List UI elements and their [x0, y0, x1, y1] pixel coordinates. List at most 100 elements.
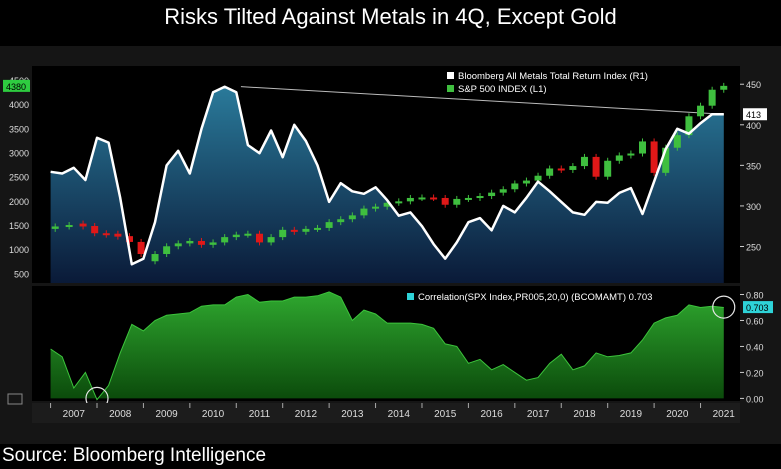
- spx-candle: [114, 233, 122, 237]
- spx-candle: [186, 240, 194, 244]
- right-axis-current-label: 413: [746, 110, 761, 120]
- chart-canvas: 5001000150020002500300035004000450043802…: [0, 46, 781, 444]
- spx-candle: [360, 208, 368, 216]
- spx-candle: [464, 197, 472, 200]
- spx-candle: [476, 196, 484, 199]
- corr-axis-tick-label: 0.60: [746, 316, 764, 326]
- spx-candle: [79, 223, 87, 227]
- legend-label: Bloomberg All Metals Total Return Index …: [458, 71, 648, 82]
- corr-axis-tick-label: 0.20: [746, 368, 764, 378]
- x-axis-tick-label: 2013: [341, 409, 364, 420]
- left-axis-tick-label: 500: [14, 269, 29, 279]
- right-axis-tick-label: 400: [746, 121, 761, 131]
- spx-candle: [592, 156, 600, 177]
- spx-candle: [395, 201, 403, 204]
- highlight-circle: [712, 295, 736, 319]
- x-axis-tick-label: 2015: [434, 409, 457, 420]
- spx-candle: [163, 246, 171, 255]
- x-axis-tick-label: 2021: [713, 409, 736, 420]
- corr-axis-tick-label: 0.00: [746, 394, 764, 404]
- spx-candle: [197, 240, 205, 245]
- x-axis-band: [32, 403, 740, 423]
- spx-candle: [546, 168, 554, 176]
- x-axis-tick-label: 2007: [63, 409, 86, 420]
- spx-candle: [708, 89, 716, 106]
- spx-candle: [221, 237, 229, 243]
- spx-candle: [522, 180, 530, 184]
- spx-candle: [580, 156, 588, 167]
- axes: 5001000150020002500300035004000450043802…: [3, 76, 773, 423]
- corr-axis-tick-label: 0.80: [746, 290, 764, 300]
- spx-candle: [348, 215, 356, 220]
- left-axis-tick-label: 4000: [9, 100, 29, 110]
- corr-axis-tick-label: 0.40: [746, 342, 764, 352]
- spx-candle: [662, 147, 670, 173]
- spx-candle: [209, 242, 217, 245]
- spx-candle: [290, 229, 298, 232]
- spx-candle: [406, 197, 414, 202]
- spx-candle: [337, 219, 345, 223]
- metals-line: [50, 85, 724, 266]
- spx-candle: [102, 233, 110, 236]
- right-axis-tick-label: 300: [746, 202, 761, 212]
- spx-candle: [232, 234, 240, 238]
- metals-area: [50, 86, 724, 283]
- spx-candle: [314, 227, 322, 230]
- correlation-area: [50, 291, 724, 400]
- correlation-panel: [50, 291, 736, 411]
- spx-candle: [151, 254, 159, 262]
- spx-candle: [302, 228, 310, 232]
- spx-candle: [557, 168, 565, 171]
- legend-swatch: [447, 85, 454, 92]
- spx-candle: [174, 243, 182, 247]
- right-axis-current-badge: [743, 108, 767, 121]
- spx-candle: [325, 222, 333, 228]
- spx-candle: [51, 226, 59, 229]
- corr-axis-current-label: 0.703: [746, 303, 769, 313]
- expand-icon: [7, 393, 23, 405]
- x-axis-tick-label: 2011: [249, 409, 271, 420]
- spx-candle: [604, 160, 612, 177]
- corr-legend-swatch: [407, 293, 414, 300]
- left-axis-tick-label: 1000: [9, 245, 29, 255]
- spx-candle: [372, 206, 380, 209]
- right-axis-tick-label: 350: [746, 161, 761, 171]
- spx-candle: [453, 198, 461, 205]
- x-axis-tick-label: 2017: [527, 409, 550, 420]
- chart-title: Risks Tilted Against Metals in 4Q, Excep…: [0, 0, 781, 44]
- corr-legend-label: Correlation(SPX Index,PR005,20,0) (BCOMA…: [418, 292, 652, 303]
- spx-candle: [720, 85, 728, 90]
- spx-candle: [137, 241, 145, 255]
- correlation-line: [50, 291, 724, 401]
- x-axis-tick-label: 2019: [620, 409, 643, 420]
- spx-candle: [255, 233, 263, 243]
- x-axis-tick-label: 2008: [109, 409, 132, 420]
- source-note: Source: Bloomberg Intelligence: [2, 445, 267, 466]
- x-axis-tick-label: 2009: [156, 409, 179, 420]
- x-axis-tick-label: 2018: [573, 409, 596, 420]
- spx-candle: [441, 197, 449, 205]
- spx-candle: [499, 189, 507, 193]
- spx-candle: [125, 236, 133, 242]
- spx-candle: [418, 197, 426, 200]
- spx-candle: [488, 192, 496, 197]
- spx-candle: [615, 155, 623, 161]
- spx-candle: [279, 229, 287, 238]
- trendline: [240, 86, 724, 115]
- left-axis-tick-label: 1500: [9, 221, 29, 231]
- x-axis-tick-label: 2012: [295, 409, 318, 420]
- x-axis-tick-label: 2016: [480, 409, 503, 420]
- spx-candle: [697, 105, 705, 117]
- spx-candle: [534, 175, 542, 181]
- spx-candle: [673, 135, 681, 148]
- right-axis-tick-label: 250: [746, 242, 761, 252]
- legend-label: S&P 500 INDEX (L1): [458, 84, 547, 95]
- left-axis-current-badge: [3, 79, 30, 92]
- left-axis-current-label: 4380: [6, 82, 26, 92]
- x-axis-tick-label: 2014: [388, 409, 411, 420]
- x-axis-tick-label: 2020: [666, 409, 689, 420]
- spx-candle: [267, 237, 275, 243]
- left-axis-tick-label: 2000: [9, 197, 29, 207]
- spx-candle: [627, 153, 635, 156]
- left-axis-tick-label: 3000: [9, 149, 29, 159]
